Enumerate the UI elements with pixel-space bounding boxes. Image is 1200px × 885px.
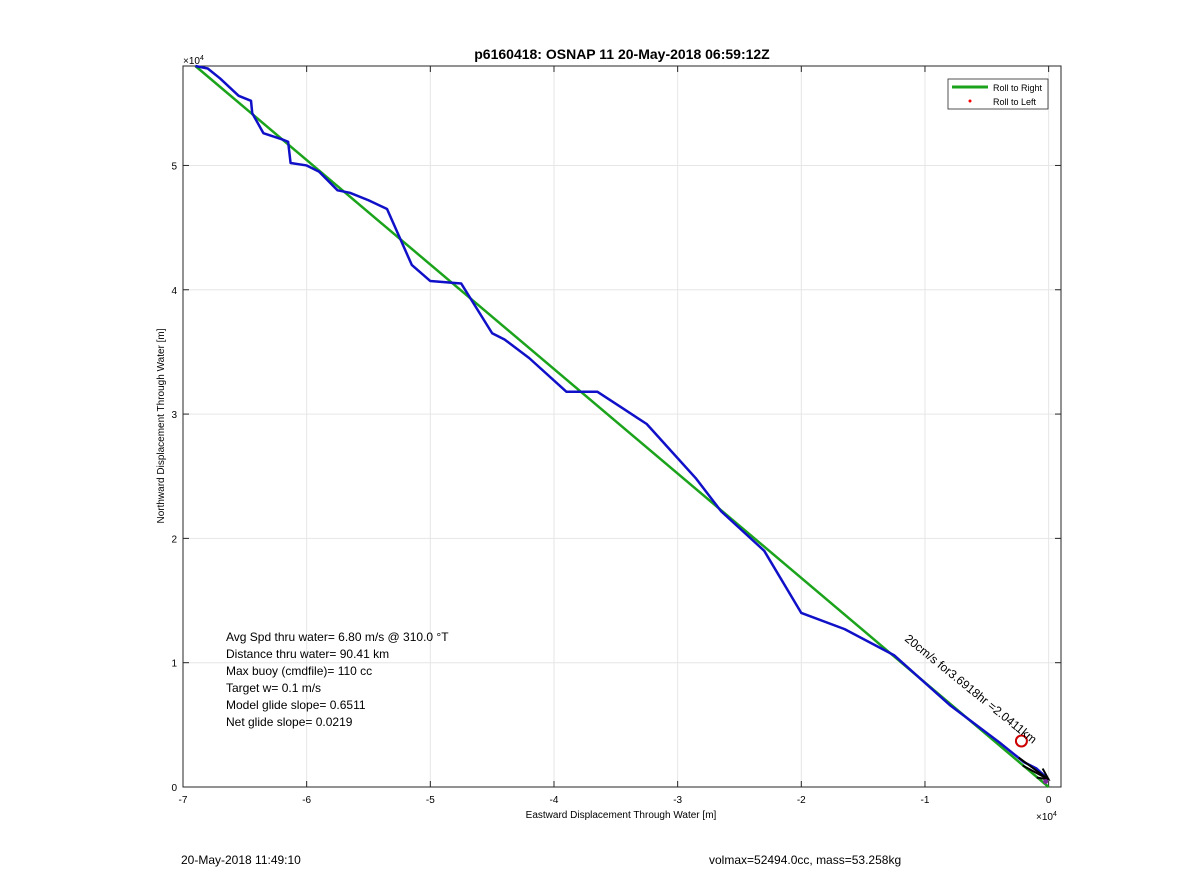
series-layer bbox=[194, 64, 1050, 788]
axis-ticks: -7 -6 -5 -4 -3 -2 -1 0 0 1 2 3 4 5 bbox=[171, 66, 1061, 806]
y-tick-label: 2 bbox=[171, 534, 177, 545]
x-tick-label: -3 bbox=[673, 795, 682, 806]
y-tick-label: 0 bbox=[171, 783, 177, 794]
legend-label-roll-left: Roll to Left bbox=[993, 97, 1037, 107]
x-tick-label: -4 bbox=[550, 795, 559, 806]
annotation-avg-speed: Avg Spd thru water= 6.80 m/s @ 310.0 °T bbox=[226, 630, 449, 644]
y-tick-label: 1 bbox=[171, 659, 177, 670]
annotation-net-glide: Net glide slope= 0.0219 bbox=[226, 715, 353, 729]
y-tick-label: 5 bbox=[171, 161, 177, 172]
legend-swatch-roll-left bbox=[968, 99, 972, 103]
chart-title: p6160418: OSNAP 11 20-May-2018 06:59:12Z bbox=[474, 46, 770, 62]
legend: Roll to Right Roll to Left bbox=[947, 78, 1049, 110]
footer-timestamp: 20-May-2018 11:49:10 bbox=[181, 853, 301, 867]
y-exponent-label: ×104 bbox=[183, 55, 204, 67]
x-tick-label: -2 bbox=[797, 795, 806, 806]
annotation-model-glide: Model glide slope= 0.6511 bbox=[226, 698, 366, 712]
legend-box bbox=[947, 78, 1049, 110]
x-tick-label: -6 bbox=[302, 795, 311, 806]
stats-annotation: Avg Spd thru water= 6.80 m/s @ 310.0 °T … bbox=[226, 630, 449, 729]
annotation-target-w: Target w= 0.1 m/s bbox=[226, 681, 321, 695]
y-axis-label: Northward Displacement Through Water [m] bbox=[156, 328, 167, 523]
glider-track-line bbox=[195, 64, 1050, 781]
footer-volmax-mass: volmax=52494.0cc, mass=53.258kg bbox=[709, 853, 902, 867]
x-axis-label: Eastward Displacement Through Water [m] bbox=[526, 810, 717, 821]
legend-label-roll-right: Roll to Right bbox=[993, 83, 1043, 93]
red-circle-marker bbox=[1014, 734, 1028, 748]
annotation-max-buoy: Max buoy (cmdfile)= 110 cc bbox=[226, 664, 372, 678]
x-tick-label: -7 bbox=[179, 795, 188, 806]
y-tick-label: 3 bbox=[171, 410, 177, 421]
current-arrow-shaft-2 bbox=[1022, 764, 1050, 781]
arrow-layer bbox=[1018, 756, 1051, 785]
annotation-distance: Distance thru water= 90.41 km bbox=[226, 647, 389, 661]
x-tick-label: -5 bbox=[426, 795, 435, 806]
x-tick-label: -1 bbox=[921, 795, 930, 806]
current-vector-label: 20cm/s for3.6918hr =2.0411km bbox=[902, 631, 1039, 746]
origin-dot bbox=[1043, 779, 1049, 785]
plot-area bbox=[182, 65, 1062, 788]
x-exponent-label: ×104 bbox=[1036, 811, 1057, 823]
y-tick-label: 4 bbox=[171, 286, 177, 297]
current-arrow-head bbox=[1036, 768, 1051, 781]
grid bbox=[182, 66, 1061, 788]
x-tick-label: 0 bbox=[1046, 795, 1052, 806]
